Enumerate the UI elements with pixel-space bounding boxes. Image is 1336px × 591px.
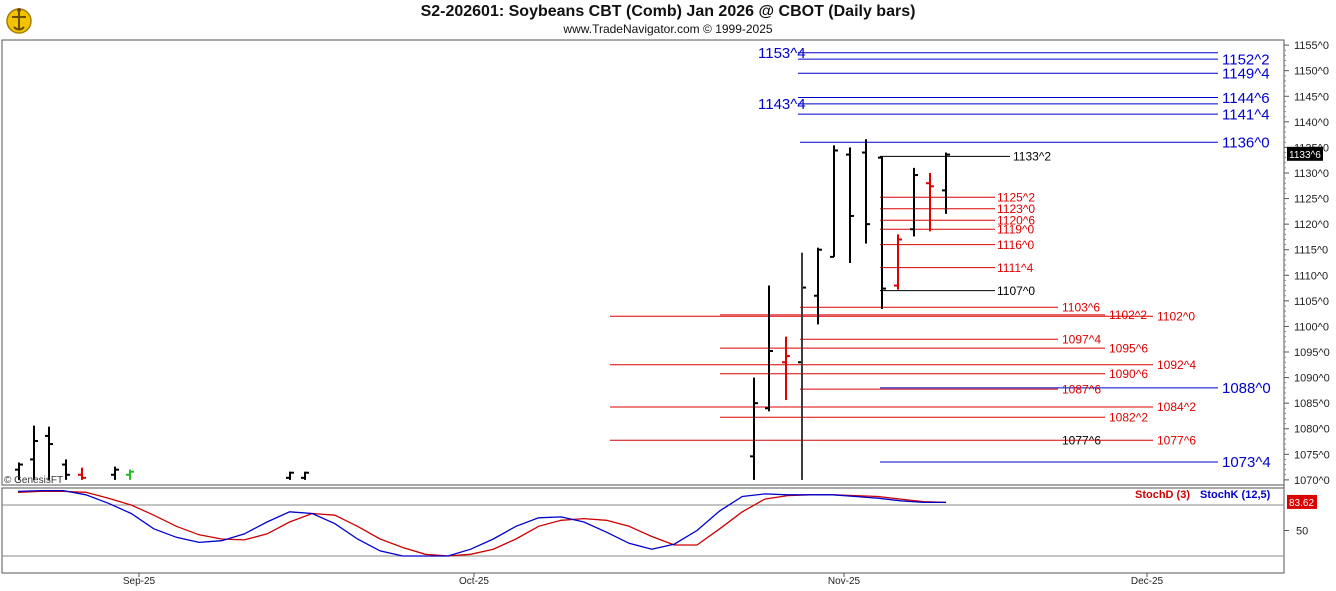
price-bar	[286, 471, 294, 480]
price-bar	[910, 167, 918, 237]
price-level-label: 1116^0	[997, 238, 1035, 252]
price-bar	[45, 426, 53, 480]
price-tag: 1133^6	[1289, 150, 1321, 161]
price-bar	[750, 377, 758, 480]
price-bar	[942, 152, 950, 214]
watermark: © GenesisFT	[4, 475, 63, 486]
y-tick-label: 1090^0	[1294, 373, 1330, 385]
stoch-legend-d: StochD (3)	[1135, 489, 1190, 501]
y-tick-label: 1155^0	[1294, 40, 1329, 52]
price-bar	[15, 462, 23, 480]
stochastic-lines	[2, 489, 1284, 557]
price-level-label: 1084^2	[1157, 400, 1196, 414]
price-tag-box	[1287, 146, 1323, 161]
y-tick-label: 1150^0	[1294, 66, 1329, 78]
price-bar	[62, 459, 70, 480]
price-level-label: 1107^0	[997, 284, 1035, 298]
price-bar	[830, 145, 838, 258]
price-level-label: 1144^6	[1222, 90, 1270, 107]
trade-navigator-logo-icon	[6, 8, 32, 34]
price-level-label: 1152^2	[1222, 51, 1270, 68]
y-tick-label: 1105^0	[1294, 296, 1329, 308]
price-level-label: 1136^0	[1222, 135, 1270, 152]
price-bar	[78, 467, 86, 480]
price-level-label: 1119^0	[997, 222, 1035, 236]
price-bar	[894, 234, 902, 290]
y-tick-label: 1145^0	[1294, 91, 1329, 103]
y-tick-label: 1100^0	[1294, 321, 1329, 333]
price-level-label: 1088^0	[1222, 380, 1271, 397]
price-bars	[15, 139, 950, 480]
price-bar	[111, 466, 119, 480]
y-tick-label: 1070^0	[1294, 475, 1330, 487]
x-tick-label: Oct-25	[459, 576, 489, 587]
y-tick-label: 1075^0	[1294, 449, 1330, 461]
price-level-label: 1102^2	[1109, 308, 1147, 322]
y-tick-label: 1080^0	[1294, 424, 1330, 436]
y-tick-label: 1110^0	[1294, 270, 1328, 282]
y-tick-label: 1085^0	[1294, 398, 1330, 410]
price-panel-frame	[1, 39, 1285, 486]
price-level-label: 1141^4	[1222, 106, 1270, 123]
y-tick-label: 1095^0	[1294, 347, 1330, 359]
chart-subtitle: www.TradeNavigator.com © 1999-2025	[563, 22, 773, 36]
chart-header: S2-202601: Soybeans CBT (Comb) Jan 2026 …	[0, 0, 1336, 40]
price-bar	[846, 147, 854, 264]
stoch-tag: 83.62	[1289, 498, 1314, 509]
price-bar	[301, 471, 309, 480]
price-bar	[814, 247, 822, 325]
price-level-label: 1092^4	[1157, 358, 1196, 372]
stoch-tag-box	[1287, 494, 1317, 509]
y-tick-label: 1115^0	[1294, 245, 1328, 257]
price-bar	[765, 285, 773, 412]
price-level-label: 1082^2	[1109, 410, 1148, 424]
y-tick-label: 1125^0	[1294, 194, 1329, 206]
price-level-label: 1123^0	[997, 202, 1035, 216]
price-level-label: 1087^6	[1062, 382, 1101, 396]
price-level-label: 1073^4	[1222, 454, 1271, 471]
price-bar	[926, 172, 934, 232]
price-level-label: 1111^4	[997, 261, 1034, 275]
price-bar	[862, 139, 870, 244]
price-level-label: 1102^0	[1157, 309, 1195, 323]
price-level-label: 1153^4	[758, 45, 806, 62]
price-level-label: 1097^4	[1062, 332, 1101, 346]
x-tick-label: Dec-25	[1131, 576, 1164, 587]
y-tick-label: 1130^0	[1294, 168, 1329, 180]
price-bar	[126, 469, 134, 480]
price-bar	[30, 425, 38, 480]
chart-title: S2-202601: Soybeans CBT (Comb) Jan 2026 …	[420, 3, 916, 20]
y-tick-label: 1140^0	[1294, 117, 1329, 129]
x-tick-label: Sep-25	[123, 576, 156, 587]
price-level-label: 1095^6	[1109, 341, 1148, 355]
stochastic-series-line	[17, 490, 947, 557]
x-tick-label: Nov-25	[828, 576, 861, 587]
price-level-label: 1090^6	[1109, 367, 1148, 381]
price-level-label: 1149^4	[1222, 65, 1270, 82]
price-level-label: 1143^4	[758, 96, 806, 113]
price-level-label: 1120^6	[997, 214, 1035, 228]
stoch-y-tick-label: 50	[1296, 526, 1308, 538]
price-level-label: 1125^2	[997, 190, 1035, 204]
price-bar	[878, 156, 886, 310]
y-tick-label: 1120^0	[1294, 219, 1329, 231]
price-level-label: 1133^2	[1013, 150, 1051, 164]
stochastic-panel-frame	[1, 487, 1285, 574]
axes: 1155^01150^01145^01140^01135^01130^01125…	[4, 40, 1330, 587]
stoch-legend-k: StochK (12,5)	[1200, 489, 1271, 501]
stochastic-series-line	[17, 489, 946, 557]
price-level-label: 1103^6	[1062, 300, 1100, 314]
price-bar	[782, 336, 790, 401]
price-level-label: 1077^6	[1157, 433, 1196, 447]
